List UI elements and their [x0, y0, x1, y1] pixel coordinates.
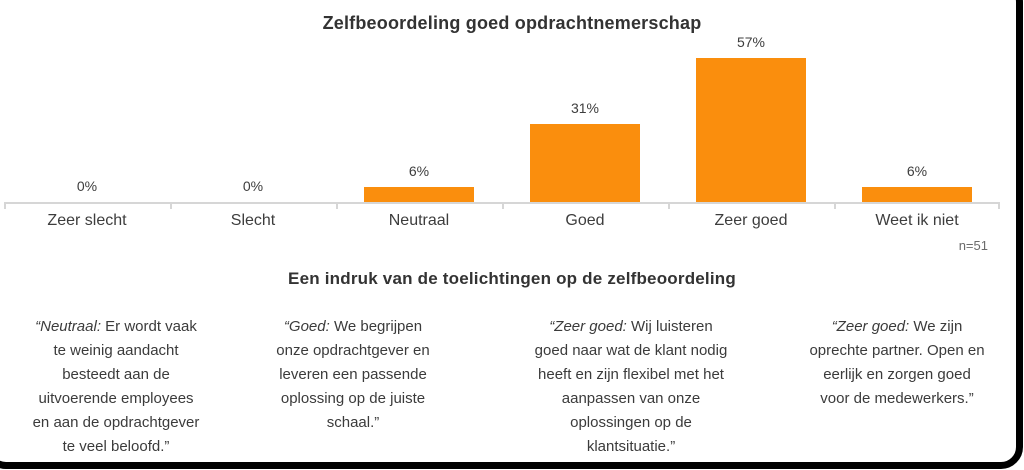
bar-category-label: Weet ik niet — [875, 212, 959, 229]
quote-zeer-goed-1: “Zeer goed: Wij luisteren goed naar wat … — [506, 315, 756, 459]
quote-body: Wij luisteren goed naar wat de klant nod… — [534, 318, 728, 455]
sample-size-label: n=51 — [958, 238, 988, 253]
x-axis-tick — [170, 202, 172, 209]
quote-body: Er wordt vaak te weinig aandacht besteed… — [32, 318, 200, 455]
chart-title: Zelfbeoordeling goed opdrachtnemerschap — [322, 13, 702, 33]
quote-goed: “Goed: We begrijpen onze opdrachtgever e… — [260, 315, 446, 435]
bar — [696, 58, 806, 202]
x-axis-tick — [834, 202, 836, 209]
quote-lead: “Zeer goed: — [831, 318, 910, 335]
quotes-title: Een indruk van de toelichtingen op de ze… — [288, 269, 736, 288]
bar — [862, 187, 972, 202]
bar-category-label: Neutraal — [388, 212, 450, 229]
quote-lead: “Goed: — [283, 318, 330, 335]
bar-value-label: 6% — [408, 163, 430, 179]
quote-zeer-goed-2: “Zeer goed: We zijn oprechte partner. Op… — [793, 315, 1001, 411]
x-axis-tick — [998, 202, 1000, 209]
bar-value-label: 6% — [906, 163, 928, 179]
bar-value-label: 0% — [76, 178, 98, 194]
x-axis-tick — [502, 202, 504, 209]
bar-category-label: Slecht — [230, 212, 276, 229]
quote-lead: “Neutraal: — [35, 318, 101, 335]
quote-body: We begrijpen onze opdrachtgever en lever… — [276, 318, 430, 431]
bar — [364, 187, 474, 202]
quote-neutraal: “Neutraal: Er wordt vaak te weinig aanda… — [5, 315, 227, 459]
bar-value-label: 31% — [570, 100, 600, 116]
quote-body: We zijn oprechte partner. Open en eerlij… — [809, 318, 985, 407]
bar-category-label: Goed — [565, 212, 605, 229]
bar-chart: 0% Zeer slecht 0% Slecht 6% Neutraal 31% Goed 57… — [4, 0, 1004, 245]
bar-value-label: 0% — [242, 178, 264, 194]
bar-category-label: Zeer slecht — [47, 212, 127, 229]
quote-lead: “Zeer goed: — [549, 318, 627, 335]
x-axis-tick — [4, 202, 6, 209]
x-axis-tick — [668, 202, 670, 209]
bar-value-label: 57% — [736, 34, 766, 50]
bar — [530, 124, 640, 202]
x-axis-tick — [336, 202, 338, 209]
bar-category-label: Zeer goed — [714, 212, 788, 229]
